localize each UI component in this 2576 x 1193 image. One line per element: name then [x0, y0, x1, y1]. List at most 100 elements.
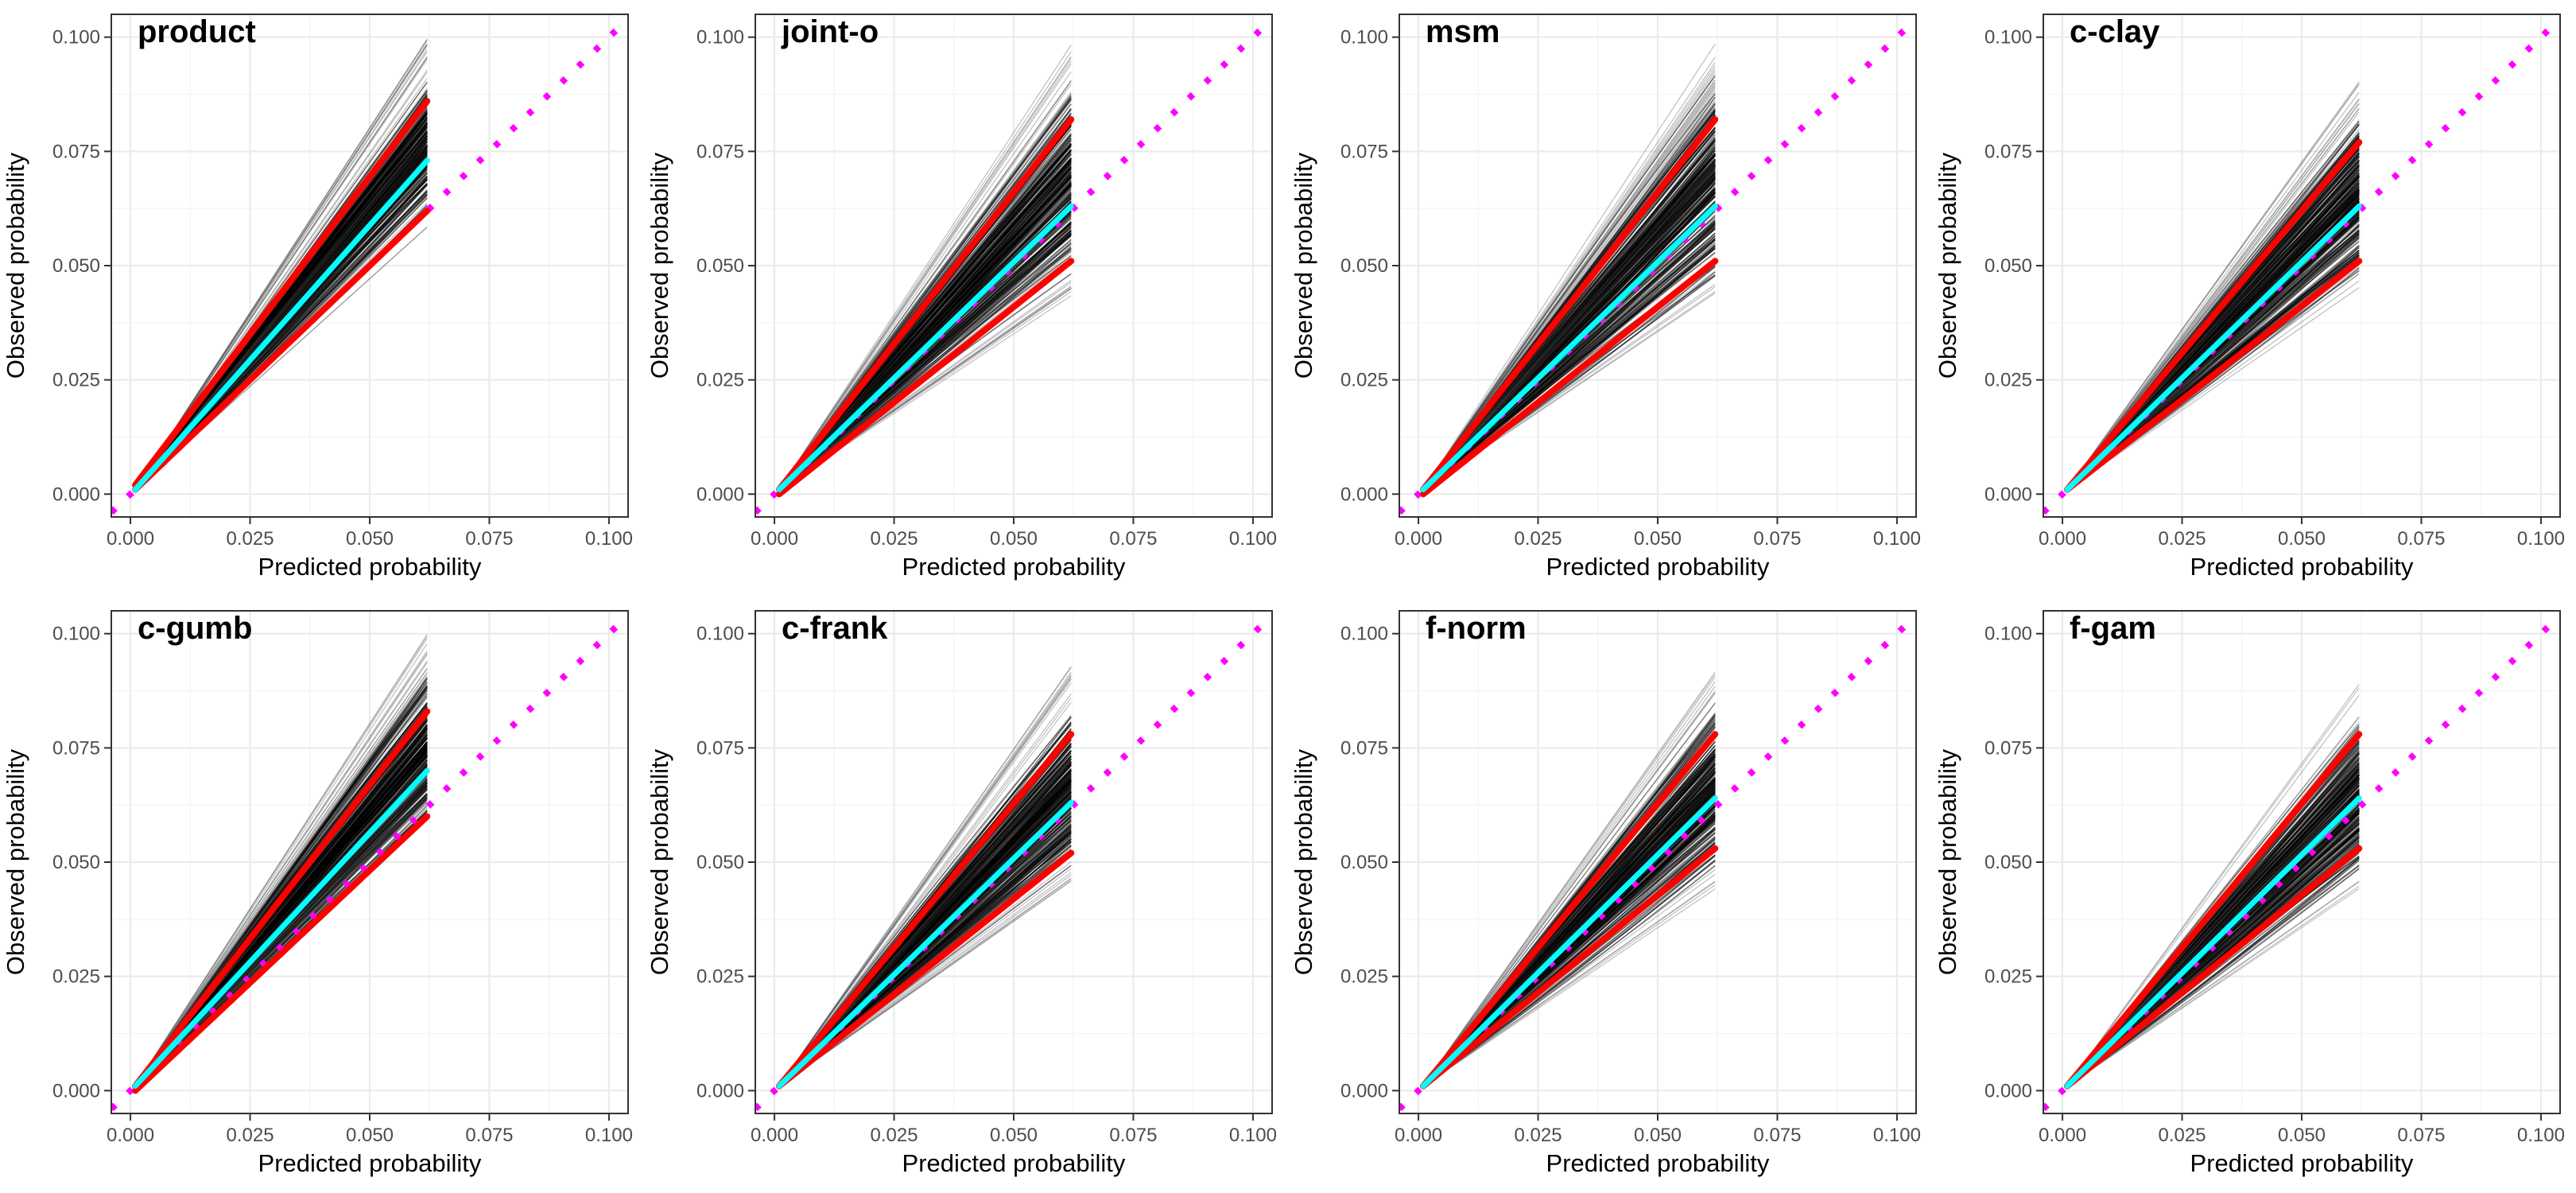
x-axis-title: Predicted probability	[902, 1149, 1126, 1177]
mean-calibration-line	[2064, 795, 2362, 1090]
bootstrap-curve-outer	[1422, 771, 1716, 1086]
lower-interval-line	[2064, 845, 2363, 1090]
bootstrap-curve-outer	[134, 672, 428, 1086]
bootstrap-curve-outer	[2066, 771, 2360, 1086]
bootstrap-curve-outer	[134, 133, 428, 490]
bootstrap-curve-outer	[1422, 690, 1716, 1086]
bootstrap-curve-outer	[2066, 687, 2360, 1086]
bootstrap-curve-outer	[1422, 157, 1716, 490]
y-tick-label: 0.025	[1340, 966, 1388, 988]
bootstrap-curve-outer	[778, 694, 1072, 1086]
bootstrap-curve	[134, 113, 428, 491]
bootstrap-curve-outer	[778, 241, 1072, 490]
x-tick-label: 0.050	[990, 528, 1038, 550]
y-tick-label: 0.050	[696, 255, 744, 277]
bootstrap-curve-outer	[1422, 85, 1716, 490]
bootstrap-curve-outer	[2066, 231, 2360, 490]
x-tick-label: 0.050	[990, 1125, 1038, 1146]
bootstrap-curve-outer	[778, 678, 1072, 1086]
bootstrap-curve-outer	[1422, 880, 1716, 1087]
bootstrap-curve-outer	[778, 45, 1072, 490]
panel-title: c-frank	[782, 611, 888, 646]
bootstrap-curve-outer	[778, 231, 1072, 490]
bootstrap-curve-outer	[134, 43, 428, 490]
bootstrap-curve-outer	[2066, 83, 2360, 490]
x-tick-label: 0.075	[2397, 1125, 2445, 1146]
x-tick-label: 0.050	[2278, 528, 2326, 550]
y-tick-label: 0.075	[696, 141, 744, 162]
lower-interval-line	[1420, 258, 1719, 498]
y-tick-label: 0.050	[52, 255, 100, 277]
bootstrap-curve-outer	[1422, 150, 1716, 490]
panel-c-clay: 0.000 0.025 0.050 0.075 0.100 0.000 0.025 0.050…	[1934, 14, 2565, 581]
bootstrap-curve-outer	[134, 635, 428, 1086]
lower-interval-line	[2064, 258, 2363, 493]
bootstrap-curve-outer	[134, 795, 428, 1086]
y-tick-label: 0.075	[52, 737, 100, 759]
bootstrap-curve-outer	[778, 774, 1072, 1086]
bootstrap-curve-outer	[778, 248, 1072, 490]
bootstrap-curve-outer	[134, 662, 428, 1086]
x-tick-label: 0.100	[2517, 528, 2565, 550]
x-axis-title: Predicted probability	[258, 553, 482, 581]
bootstrap-curve-outer	[778, 666, 1072, 1086]
y-tick-label: 0.025	[52, 370, 100, 391]
mean-calibration-line	[776, 799, 1074, 1090]
bootstrap-curve-outer	[1422, 693, 1716, 1086]
bootstrap-curve-outer	[1422, 79, 1716, 490]
x-tick-label: 0.025	[1515, 1125, 1562, 1146]
x-tick-label: 0.075	[1109, 1125, 1157, 1146]
bootstrap-curve-outer	[778, 64, 1072, 490]
panel-title: product	[138, 14, 256, 49]
x-tick-label: 0.100	[2517, 1125, 2565, 1146]
y-tick-label: 0.025	[1984, 370, 2032, 391]
bootstrap-curve-outer	[134, 128, 428, 490]
panel-title: msm	[1426, 14, 1499, 49]
bootstrap-curve-outer	[778, 178, 1072, 490]
bootstrap-curve-outer	[134, 673, 428, 1086]
lower-interval-line	[132, 208, 431, 493]
bootstrap-curve-outer	[778, 153, 1072, 490]
x-tick-label: 0.025	[227, 1125, 274, 1146]
bootstrap-curve-outer	[134, 678, 428, 1086]
bootstrap-curve-outer	[778, 80, 1072, 490]
panel-title: c-gumb	[138, 611, 252, 646]
bootstrap-curve-outer	[778, 250, 1072, 490]
bootstrap-curve-outer	[1422, 159, 1716, 490]
x-tick-label: 0.025	[871, 1125, 918, 1146]
bootstrap-curve-outer	[778, 674, 1072, 1086]
bootstrap-curve-outer	[134, 675, 428, 1086]
y-tick-label: 0.075	[1340, 141, 1388, 162]
bootstrap-curve-outer	[778, 80, 1072, 490]
bootstrap-curve-outer	[1422, 888, 1716, 1087]
bootstrap-curve-outer	[2066, 881, 2360, 1087]
upper-interval-line	[132, 708, 431, 1090]
y-tick-label: 0.000	[1984, 1080, 2032, 1102]
bootstrap-curve-outer	[134, 675, 428, 1086]
bootstrap-curve-outer	[2066, 98, 2360, 490]
lower-interval-line	[776, 849, 1075, 1090]
bootstrap-curve	[1422, 177, 1716, 491]
bootstrap-curve-outer	[134, 643, 428, 1086]
bootstrap-curve-outer	[1422, 173, 1716, 490]
bootstrap-curve-outer	[1422, 88, 1716, 490]
bootstrap-curve-outer	[2066, 287, 2360, 491]
bootstrap-curve-outer	[134, 40, 428, 490]
bootstrap-curve-outer	[1422, 83, 1716, 490]
x-tick-label: 0.025	[2159, 1125, 2206, 1146]
y-tick-label: 0.000	[696, 484, 744, 505]
bootstrap-curve-outer	[2066, 885, 2360, 1087]
y-tick-label: 0.075	[696, 737, 744, 759]
bootstrap-curve-outer	[1422, 166, 1716, 490]
bootstrap-curve-outer	[1422, 175, 1716, 490]
bootstrap-curve	[1422, 247, 1716, 491]
bootstrap-curve-outer	[778, 231, 1072, 490]
bootstrap-curve-outer	[1422, 676, 1716, 1086]
bootstrap-curve-outer	[1422, 686, 1716, 1086]
bootstrap-curve-outer	[134, 133, 428, 490]
bootstrap-curve-outer	[2066, 107, 2360, 490]
x-tick-label: 0.100	[1873, 528, 1921, 550]
bootstrap-curve-outer	[778, 56, 1072, 490]
upper-interval-line	[776, 731, 1075, 1090]
y-axis-title: Observed probability	[2, 152, 29, 379]
